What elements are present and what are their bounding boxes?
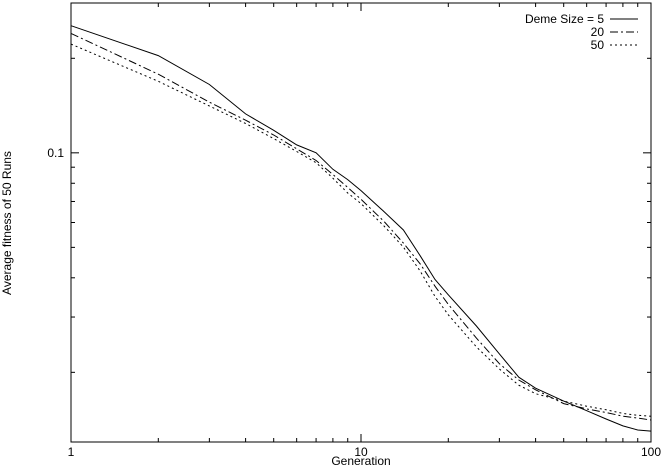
axis-ticks: 1 10 100 0.1	[47, 3, 661, 459]
legend-label: 50	[591, 38, 605, 52]
series-line-3	[70, 43, 652, 417]
x-axis-label: Generation	[331, 454, 390, 467]
x-tick-label: 10	[354, 445, 368, 459]
series-line-1	[70, 25, 652, 432]
legend-label: 20	[591, 25, 605, 39]
y-tick-label: 0.1	[47, 146, 64, 160]
series-lines	[70, 25, 652, 432]
legend-label: Deme Size = 5	[525, 12, 604, 26]
series-line-2	[70, 32, 652, 421]
y-axis-label: Average fitness of 50 Runs	[0, 151, 14, 295]
x-tick-label: 1	[68, 445, 75, 459]
plot-frame	[70, 2, 652, 443]
x-tick-label: 100	[641, 445, 661, 459]
